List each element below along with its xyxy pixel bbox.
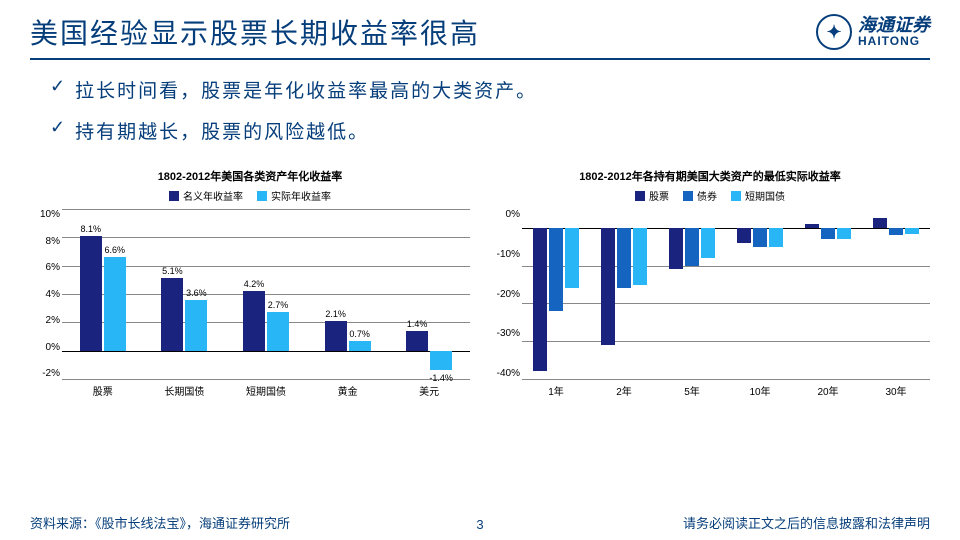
footer-left: 资料来源：《股市长线法宝》，海通证券研究所 [30,513,290,532]
logo: ✦ 海通证券 HAITONG [816,14,930,50]
bar-value-label: 4.2% [244,279,265,289]
bar-group: 8.1% 6.6% [62,209,144,379]
bar-value-label: -1.4% [429,373,453,383]
legend-swatch [635,191,645,201]
chart1-x-labels: 股票长期国债短期国债黄金美元 [62,383,470,398]
bar-group: 1.4%-1.4% [388,209,470,379]
bar [805,224,819,228]
bar [601,228,615,345]
legend-swatch [683,191,693,201]
logo-cn: 海通证券 [858,16,930,36]
logo-en: HAITONG [858,35,930,48]
check-icon: ✓ [50,76,67,97]
bar [80,236,102,351]
chart-1: 1802-2012年美国各类资产年化收益率 名义年收益率实际年收益率 10%8%… [30,168,470,398]
chart-2: 1802-2012年各持有期美国大类资产的最低实际收益率 股票债券短期国债 0%… [490,168,930,398]
bar [837,228,851,239]
bar [633,228,647,285]
bullets: ✓ 拉长时间看，股票是年化收益率最高的大类资产。 ✓ 持有期越长，股票的风险越低… [0,70,960,168]
chart2-body: 0%-10%-20%-30%-40% 1年2年5年10年20年30年 [490,209,930,398]
legend-item: 名义年收益率 [169,188,243,203]
bar [549,228,563,311]
bar [185,300,207,351]
bar [889,228,903,236]
bar [669,228,683,270]
chart1-body: 10%8%6%4%2%0%-2% 8.1% 6.6% 5.1% 3.6% 4.2% 2.7… [30,209,470,398]
chart1-y-axis: 10%8%6%4%2%0%-2% [30,209,60,379]
bar-value-label: 5.1% [162,266,183,276]
bar-value-label: 0.7% [349,329,370,339]
legend-swatch [169,191,179,201]
bar [406,331,428,351]
bar-group [862,209,930,379]
bar-value-label: 6.6% [105,245,126,255]
footer-right: 请务必阅读正文之后的信息披露和法律声明 [683,513,930,532]
chart2-legend: 股票债券短期国债 [490,188,930,203]
bar-value-label: 3.6% [186,288,207,298]
legend-item: 实际年收益率 [257,188,331,203]
header: 美国经验显示股票长期收益率很高 ✦ 海通证券 HAITONG [0,0,960,58]
charts-row: 1802-2012年美国各类资产年化收益率 名义年收益率实际年收益率 10%8%… [0,168,960,398]
chart1-plot: 8.1%6.6%5.1%3.6%4.2%2.7%2.1%0.7%1.4%-1.4… [62,209,470,379]
chart2-plot [522,209,930,379]
chart2-title: 1802-2012年各持有期美国大类资产的最低实际收益率 [490,168,930,184]
bar-value-label: 1.4% [407,319,428,329]
bar [821,228,835,239]
bar [430,351,452,371]
bar-value-label: 2.7% [268,300,289,310]
bar-group: 2.1%0.7% [307,209,389,379]
bar [325,321,347,351]
bar [565,228,579,288]
bar [349,341,371,351]
chart2-y-axis: 0%-10%-20%-30%-40% [490,209,520,379]
bar [104,257,126,351]
bar-group [658,209,726,379]
bar-value-label: 2.1% [325,309,346,319]
bar [533,228,547,372]
bar [873,218,887,227]
bar [769,228,783,247]
legend-item: 股票 [635,188,669,203]
legend-swatch [731,191,741,201]
bar [753,228,767,247]
check-icon: ✓ [50,117,67,138]
chart2-x-labels: 1年2年5年10年20年30年 [522,383,930,398]
page-number: 3 [476,517,483,532]
bullet-2: ✓ 持有期越长，股票的风险越低。 [50,117,910,144]
bar [701,228,715,258]
bar [905,228,919,234]
legend-item: 债券 [683,188,717,203]
bar-group [794,209,862,379]
bar-group [522,209,590,379]
bar [243,291,265,351]
bar [737,228,751,243]
bar [685,228,699,266]
legend-item: 短期国债 [731,188,785,203]
bar [267,312,289,350]
bar [161,278,183,350]
page-title: 美国经验显示股票长期收益率很高 [30,12,480,52]
bar-group [726,209,794,379]
chart1-legend: 名义年收益率实际年收益率 [30,188,470,203]
chart1-title: 1802-2012年美国各类资产年化收益率 [30,168,470,184]
bullet-1: ✓ 拉长时间看，股票是年化收益率最高的大类资产。 [50,76,910,103]
bar-group: 5.1% 3.6% [144,209,226,379]
bar-group: 4.2% 2.7% [225,209,307,379]
bar-value-label: 8.1% [81,224,102,234]
legend-swatch [257,191,267,201]
haitong-logo-icon: ✦ [816,14,852,50]
title-rule [30,58,930,60]
bar [617,228,631,288]
bar-group [590,209,658,379]
